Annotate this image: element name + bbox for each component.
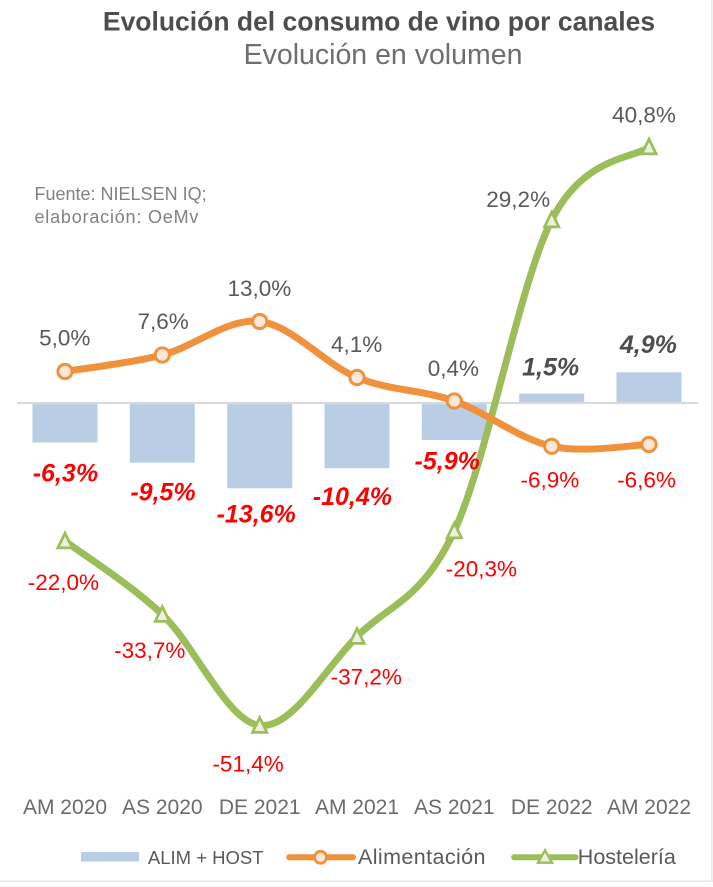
svg-text:Fuente: NIELSEN IQ;: Fuente: NIELSEN IQ; — [35, 184, 207, 204]
svg-text:5,0%: 5,0% — [39, 326, 90, 351]
svg-text:-6,9%: -6,9% — [521, 467, 580, 492]
svg-text:0,4%: 0,4% — [428, 356, 479, 381]
svg-text:-6,6%: -6,6% — [617, 467, 676, 492]
svg-text:Evolución del consumo de vino: Evolución del consumo de vino por canale… — [103, 7, 655, 37]
svg-text:7,6%: 7,6% — [137, 309, 188, 334]
svg-text:-10,4%: -10,4% — [313, 483, 392, 511]
svg-text:ALIM + HOST: ALIM + HOST — [148, 847, 264, 868]
svg-text:Hostelería: Hostelería — [578, 845, 676, 869]
svg-text:AM 2022: AM 2022 — [607, 796, 691, 819]
svg-text:4,9%: 4,9% — [619, 331, 677, 359]
svg-text:AS 2020: AS 2020 — [122, 796, 203, 819]
svg-text:-33,7%: -33,7% — [114, 638, 185, 663]
svg-text:-20,3%: -20,3% — [446, 557, 517, 582]
svg-text:AS 2021: AS 2021 — [414, 796, 495, 819]
svg-text:13,0%: 13,0% — [227, 276, 291, 301]
svg-text:40,8%: 40,8% — [612, 103, 676, 128]
svg-text:29,2%: 29,2% — [486, 187, 550, 212]
svg-text:1,5%: 1,5% — [522, 353, 579, 381]
svg-text:-13,6%: -13,6% — [217, 500, 296, 528]
svg-text:-51,4%: -51,4% — [212, 751, 283, 776]
svg-text:Evolución en volumen: Evolución en volumen — [244, 39, 523, 71]
svg-text:DE 2021: DE 2021 — [219, 796, 301, 819]
svg-text:AM 2020: AM 2020 — [23, 796, 107, 819]
svg-text:-37,2%: -37,2% — [331, 664, 402, 689]
svg-text:DE 2022: DE 2022 — [511, 796, 593, 819]
svg-text:-9,5%: -9,5% — [130, 479, 195, 507]
svg-text:Alimentación: Alimentación — [358, 845, 486, 869]
svg-text:-6,3%: -6,3% — [33, 460, 98, 488]
svg-text:4,1%: 4,1% — [331, 332, 382, 357]
svg-text:AM 2021: AM 2021 — [315, 796, 399, 819]
svg-text:elaboración: OeMv: elaboración: OeMv — [35, 207, 200, 227]
svg-text:-22,0%: -22,0% — [28, 570, 99, 595]
svg-text:-5,9%: -5,9% — [415, 448, 480, 476]
